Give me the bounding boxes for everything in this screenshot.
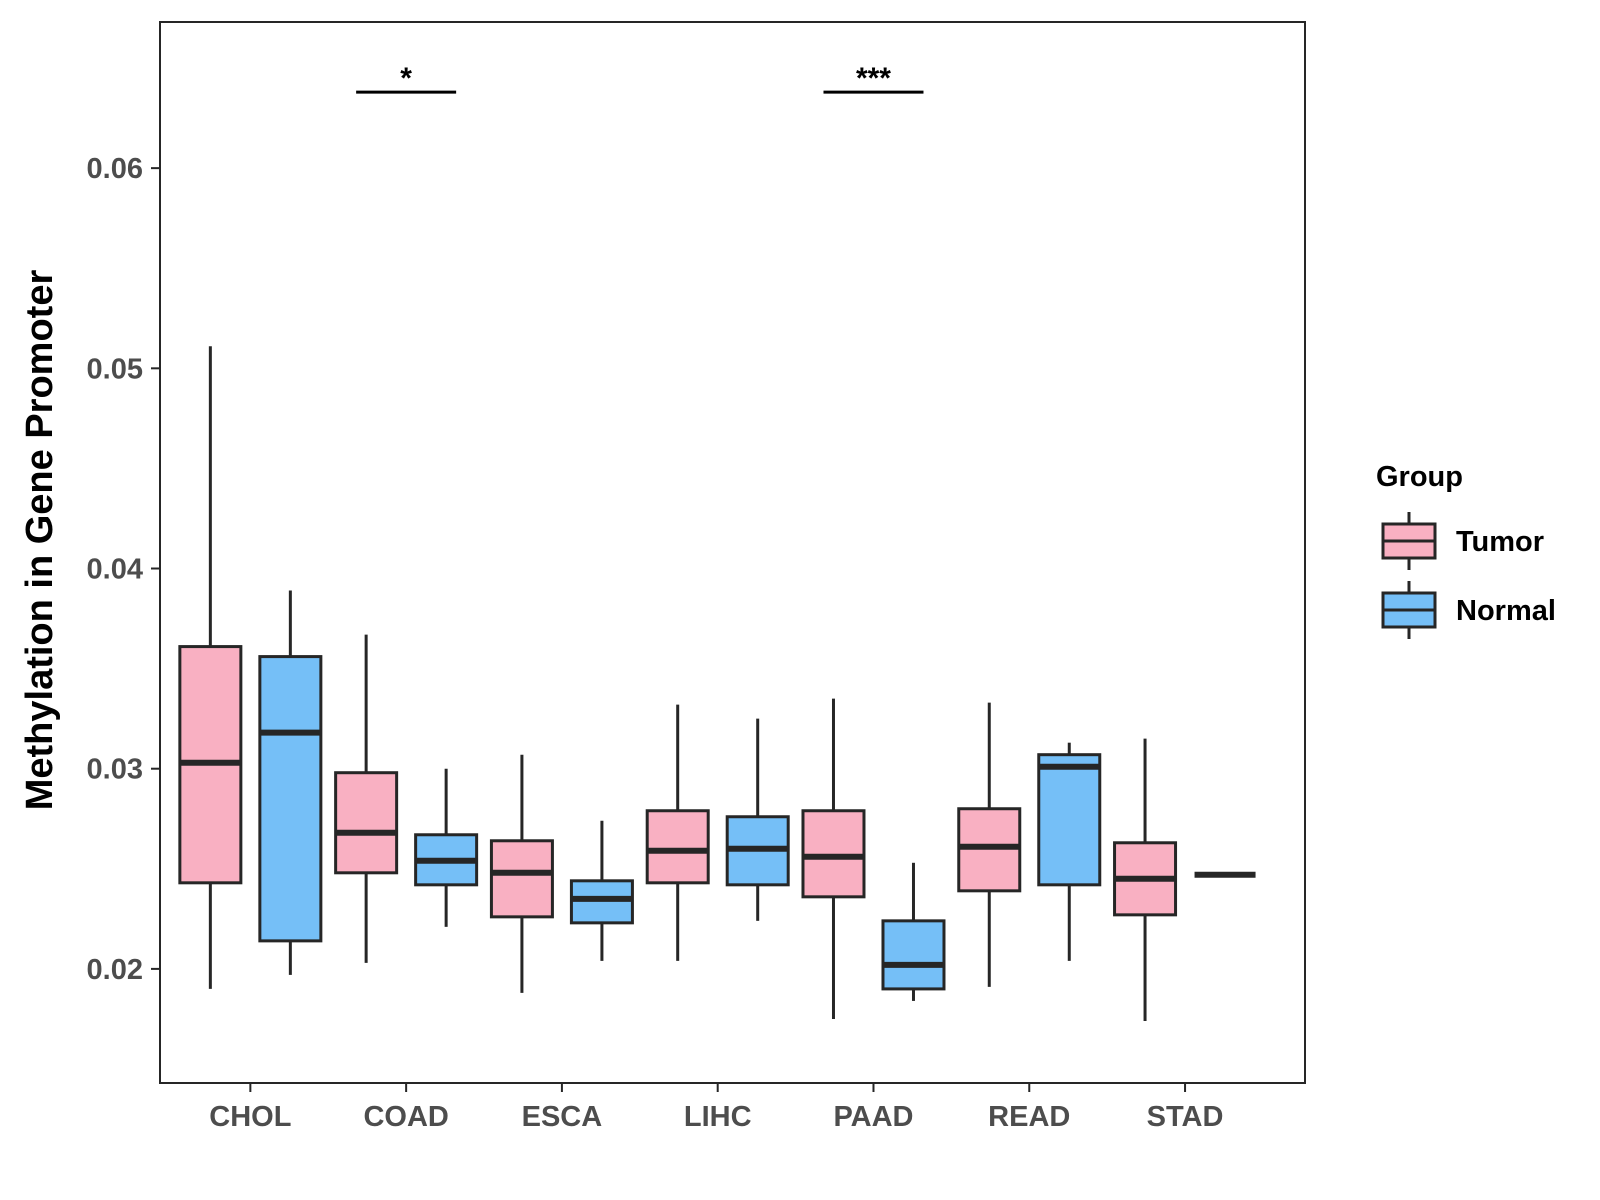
y-tick-label: 0.06	[87, 153, 143, 185]
box-normal-paad	[881, 862, 946, 1001]
box-body	[801, 809, 866, 899]
box-normal-coad	[414, 768, 479, 927]
x-tick-label: STAD	[1147, 1101, 1224, 1133]
legend-key-normal	[1381, 581, 1437, 639]
y-tick-label: 0.05	[87, 353, 143, 385]
box-tumor-coad	[334, 634, 399, 963]
box-normal-chol	[258, 590, 323, 975]
box-tumor-chol	[178, 346, 243, 989]
legend: Group Tumor Normal	[1376, 461, 1556, 639]
box-body	[645, 809, 710, 885]
y-tick-label: 0.04	[87, 554, 143, 586]
y-tick-label: 0.03	[87, 754, 143, 786]
box-normal-read	[1037, 742, 1102, 961]
x-tick-label: COAD	[363, 1101, 448, 1133]
box-normal-lihc	[725, 718, 790, 921]
legend-title: Group	[1376, 461, 1463, 493]
box-body	[258, 655, 323, 943]
box-body	[569, 879, 634, 925]
box-body	[957, 807, 1022, 893]
box-body	[881, 919, 946, 991]
plot-panel-border	[159, 21, 1306, 1084]
legend-label-normal: Normal	[1456, 595, 1556, 627]
x-tick-label: PAAD	[833, 1101, 913, 1133]
x-tick-label: ESCA	[522, 1101, 603, 1133]
x-tick-label: READ	[988, 1101, 1070, 1133]
significance-label: *	[400, 62, 412, 95]
box-tumor-read	[957, 702, 1022, 987]
legend-key-tumor	[1381, 512, 1437, 570]
y-axis-title: Methylation in Gene Promoter	[19, 270, 61, 811]
box-tumor-esca	[489, 754, 554, 993]
box-tumor-lihc	[645, 704, 710, 961]
box-body	[1037, 753, 1102, 887]
box-tumor-stad	[1113, 738, 1178, 1021]
x-tick-label: LIHC	[684, 1101, 752, 1133]
box-normal-esca	[569, 820, 634, 961]
legend-label-tumor: Tumor	[1456, 526, 1544, 558]
y-tick-label: 0.02	[87, 954, 143, 986]
significance-label: ***	[856, 62, 891, 95]
x-tick-label: CHOL	[209, 1101, 291, 1133]
box-body	[489, 839, 554, 919]
plot-layer: 0.02 0.03 0.04 0.05 0.06 CHOL COAD ESCA LIHC PAAD…	[87, 21, 1306, 1133]
box-tumor-paad	[801, 698, 866, 1019]
box-body	[334, 771, 399, 875]
